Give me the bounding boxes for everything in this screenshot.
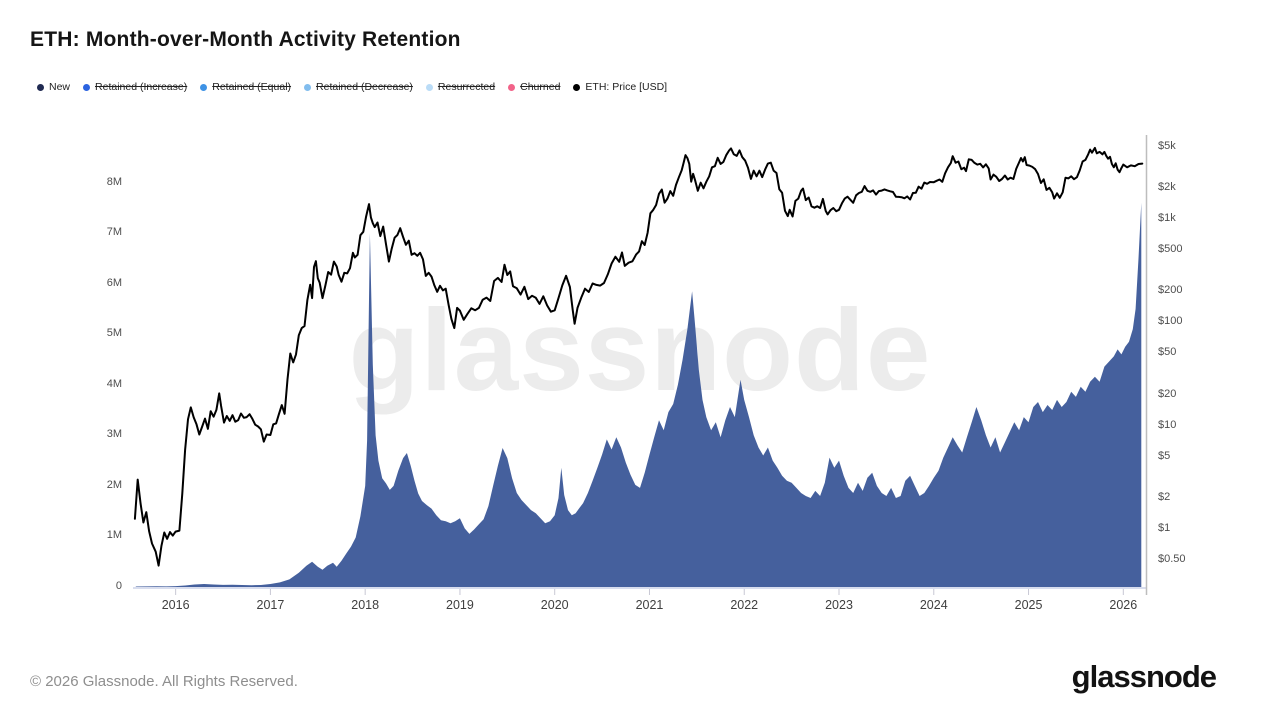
copyright-text: © 2026 Glassnode. All Rights Reserved.: [30, 673, 298, 690]
legend-marker-icon: [83, 83, 91, 91]
chart-title: ETH: Month-over-Month Activity Retention: [30, 28, 461, 51]
legend-item-retained-decrease[interactable]: Retained (Decrease): [304, 81, 413, 93]
legend-item-new[interactable]: New: [37, 81, 70, 93]
legend-marker-icon: [37, 83, 44, 91]
legend-label: Retained (Equal): [212, 81, 292, 93]
legend-label: Retained (Increase): [95, 81, 188, 93]
legend-marker-icon: [508, 83, 516, 91]
legend-marker-icon: [573, 83, 581, 91]
legend-item-retained-equal[interactable]: Retained (Equal): [200, 81, 291, 93]
legend-item-resurrected[interactable]: Resurrected: [425, 81, 496, 93]
legend-label: Retained (Decrease): [316, 81, 413, 93]
legend-marker-icon: [304, 83, 312, 91]
eth-price-line-series: [133, 146, 1144, 567]
legend-item-retained-increase[interactable]: Retained (Increase): [83, 81, 187, 93]
legend-marker-icon: [425, 83, 433, 91]
legend: New Retained (Increase) Retained (Equal) Re…: [37, 81, 667, 93]
legend-label: New: [49, 81, 71, 93]
new-addresses-area-series: [135, 202, 1142, 587]
legend-item-churned[interactable]: Churned: [508, 81, 560, 93]
legend-label: ETH: Price [USD]: [585, 81, 668, 93]
glassnode-logo: glassnode: [1071, 659, 1217, 694]
legend-item-eth-price-usd[interactable]: ETH: Price [USD]: [573, 81, 667, 93]
legend-label: Churned: [520, 81, 561, 93]
legend-marker-icon: [200, 83, 208, 91]
legend-label: Resurrected: [437, 81, 496, 93]
